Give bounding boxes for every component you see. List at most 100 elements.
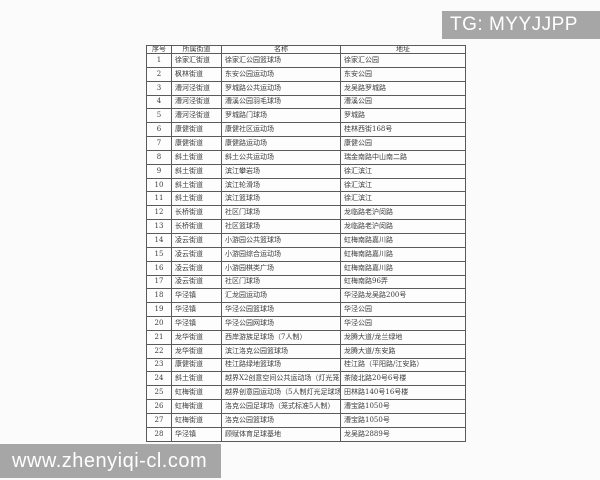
- table-cell: 15: [146, 246, 172, 262]
- table-row: 12 长桥街道 社区门球场 龙临路老沪闵路: [146, 205, 466, 221]
- watermark-bottom-text: www.zhenyiqi-cl.com: [12, 449, 208, 472]
- table-row: 13 长桥街道 社区篮球场 龙临路老沪闵路: [146, 219, 466, 234]
- table-cell: 16: [146, 260, 172, 276]
- table-cell: 龙华街道: [171, 343, 222, 359]
- table-cell: 漕河泾街道: [171, 80, 222, 96]
- table-cell: 23: [146, 357, 172, 373]
- table-cell: 斜土街道: [171, 191, 222, 207]
- table-cell: 瑞金南路中山南二路: [340, 149, 466, 165]
- table-cell: 长桥街道: [171, 219, 222, 234]
- table-cell: 龙腾大道/龙兰绿地: [340, 329, 466, 345]
- table-cell: 徐家汇公园篮球场: [221, 53, 341, 68]
- table-row: 4 漕河泾街道 漕溪公园羽毛球场 漕溪公园: [146, 94, 466, 110]
- table-cell: 凌云街道: [171, 246, 222, 262]
- table-cell: 滨江篮球场: [221, 191, 341, 207]
- table-cell: 田林路140号16号楼: [340, 385, 466, 401]
- table-row: 23 康健街道 桂江路绿地篮球场 桂江路（平阳路/江安路）: [146, 357, 466, 373]
- table-row: 28 华泾镇 顾赋体育足球基地 龙吴路2889号: [146, 426, 466, 443]
- table-cell: 华泾镇: [171, 302, 222, 318]
- header-所属街道: 所属街道: [171, 45, 222, 54]
- table-cell: 顾赋体育足球基地: [221, 426, 341, 443]
- table-cell: 1: [146, 53, 172, 68]
- table-cell: 2: [146, 66, 172, 82]
- table-cell: 滨江攀岩场: [221, 163, 341, 179]
- table-row: 1 徐家汇街道 徐家汇公园篮球场 徐家汇公园: [146, 53, 466, 68]
- table-row: 6 康健街道 康健社区运动场 桂林西街168号: [146, 122, 466, 138]
- table-cell: 华泾公园网球场: [221, 316, 341, 331]
- table-cell: 8: [146, 149, 172, 165]
- table-row: 10 斜土街道 滨江轮滑场 徐汇滨江: [146, 177, 466, 193]
- table-cell: 徐汇滨江: [340, 177, 466, 193]
- facilities-table: 序号 所属街道 名称 地址 1 徐家汇街道 徐家汇公园篮球场 徐家汇公园 2 枫林街道 东安…: [146, 45, 466, 443]
- header-地址: 地址: [340, 45, 466, 54]
- table-cell: 华泾公园篮球场: [221, 302, 341, 318]
- table-cell: 桂江路绿地篮球场: [221, 357, 341, 373]
- table-cell: 虹梅街道: [171, 399, 222, 414]
- table-cell: 小游园棋类广场: [221, 260, 341, 276]
- table-cell: 罗城路门球场: [221, 108, 341, 124]
- table-cell: 小游园综合运动场: [221, 246, 341, 262]
- table-cell: 洛克公园篮球场: [221, 412, 341, 428]
- table-cell: 康健街道: [171, 122, 222, 138]
- table-row: 26 虹梅街道 洛克公园足球场（笼式标准5人制） 漕宝路1050号: [146, 399, 466, 414]
- table-cell: 桂林西街168号: [340, 122, 466, 138]
- watermark-top-text: TG: MYYJJPP: [450, 14, 578, 35]
- table-cell: 5: [146, 108, 172, 124]
- table-row: 5 漕河泾街道 罗城路门球场 罗城路: [146, 108, 466, 124]
- table-cell: 长桥街道: [171, 205, 222, 221]
- watermark-bottom-left: www.zhenyiqi-cl.com: [0, 444, 221, 478]
- table-cell: 西岸游族足球场（7人制）: [221, 329, 341, 345]
- table-cell: 虹梅南路嘉川路: [340, 232, 466, 248]
- table-cell: 康健街道: [171, 357, 222, 373]
- table-cell: 龙吴路2889号: [340, 426, 466, 443]
- table-cell: 桂江路（平阳路/江安路）: [340, 357, 466, 373]
- table-cell: 滨江轮滑场: [221, 177, 341, 193]
- table-cell: 19: [146, 302, 172, 318]
- table-cell: 汇龙园运动场: [221, 288, 341, 304]
- table-body: 1 徐家汇街道 徐家汇公园篮球场 徐家汇公园 2 枫林街道 东安公园运动场 东安公园 3 漕河泾街…: [146, 53, 466, 443]
- table-cell: 斜土街道: [171, 177, 222, 193]
- table-cell: 社区篮球场: [221, 219, 341, 234]
- table-cell: 华泾镇: [171, 288, 222, 304]
- table-row: 25 虹梅街道 越界创意园运动场（5人制灯光足球场） 田林路140号16号楼: [146, 385, 466, 401]
- table-row: 17 凌云街道 社区门球场 虹梅南路96弄: [146, 274, 466, 290]
- table-cell: 华泾公园: [340, 316, 466, 331]
- table-cell: 斜土街道: [171, 149, 222, 165]
- table-cell: 徐家汇街道: [171, 53, 222, 68]
- table-cell: 28: [146, 426, 172, 443]
- table-row: 11 斜土街道 滨江篮球场 徐汇滨江: [146, 191, 466, 207]
- table-row: 7 康健街道 康健路运动场 康健公园: [146, 136, 466, 151]
- table-row: 2 枫林街道 东安公园运动场 东安公园: [146, 66, 466, 82]
- table-cell: 龙华街道: [171, 329, 222, 345]
- table-row: 15 凌云街道 小游园综合运动场 虹梅南路嘉川路: [146, 246, 466, 262]
- table-cell: 7: [146, 136, 172, 151]
- table-cell: 斜土街道: [171, 371, 222, 387]
- table-cell: 龙腾大道/东安路: [340, 343, 466, 359]
- table-row: 21 龙华街道 西岸游族足球场（7人制） 龙腾大道/龙兰绿地: [146, 329, 466, 345]
- table-cell: 虹梅南路嘉川路: [340, 260, 466, 276]
- table-cell: 华泾镇: [171, 316, 222, 331]
- table-cell: 漕溪公园: [340, 94, 466, 110]
- table-cell: 12: [146, 205, 172, 221]
- table-cell: 华泾路龙吴路200号: [340, 288, 466, 304]
- watermark-top-right: TG: MYYJJPP: [442, 11, 600, 39]
- table-cell: 康健街道: [171, 136, 222, 151]
- table-cell: 徐汇滨江: [340, 191, 466, 207]
- table-cell: 漕宝路1050号: [340, 412, 466, 428]
- table-cell: 华泾镇: [171, 426, 222, 443]
- table-cell: 斜土街道: [171, 163, 222, 179]
- table-cell: 虹梅街道: [171, 385, 222, 401]
- table-cell: 3: [146, 80, 172, 96]
- table-cell: 东安公园运动场: [221, 66, 341, 82]
- table-cell: 虹梅街道: [171, 412, 222, 428]
- table-cell: 虹梅南路96弄: [340, 274, 466, 290]
- table-cell: 20: [146, 316, 172, 331]
- table-cell: 滨江洛克公园篮球场: [221, 343, 341, 359]
- table-cell: 4: [146, 94, 172, 110]
- table-cell: 徐家汇公园: [340, 53, 466, 68]
- table-cell: 凌云街道: [171, 232, 222, 248]
- table-cell: 罗城路: [340, 108, 466, 124]
- table-cell: 24: [146, 371, 172, 387]
- table-cell: 小游园公共篮球场: [221, 232, 341, 248]
